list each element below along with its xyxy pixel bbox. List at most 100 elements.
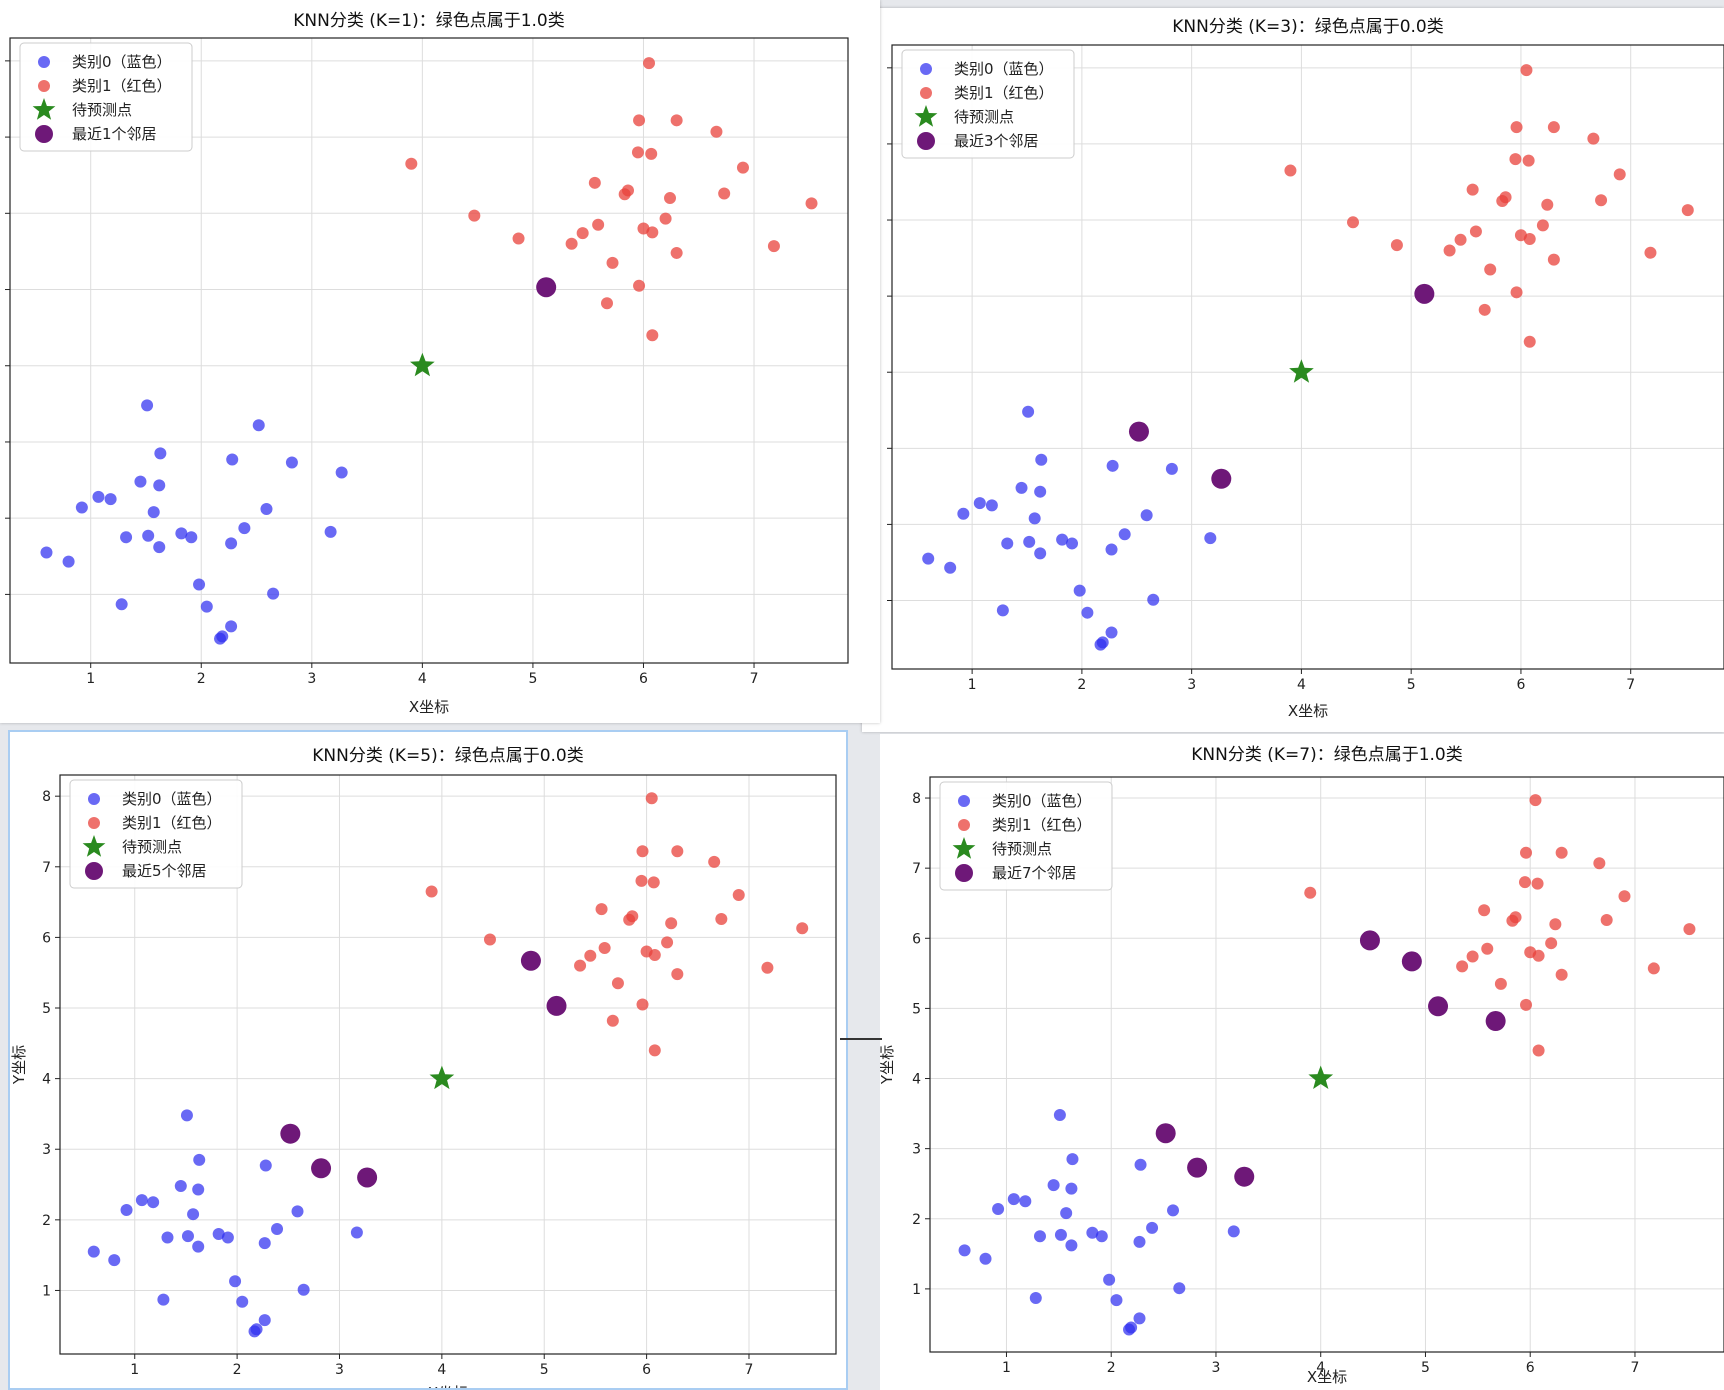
class1-point bbox=[1531, 877, 1544, 890]
neighbor-point bbox=[1128, 421, 1149, 442]
class0-point bbox=[134, 475, 147, 488]
class1-point bbox=[1456, 960, 1469, 973]
class0-point bbox=[1110, 1294, 1123, 1307]
neighbor-point bbox=[1155, 1123, 1176, 1144]
class0-point bbox=[922, 552, 935, 565]
class0-point bbox=[1103, 1273, 1116, 1286]
y-tick-label: 4 bbox=[42, 1072, 51, 1088]
x-tick-label: 6 bbox=[1516, 677, 1525, 693]
class0-point bbox=[271, 1223, 284, 1236]
y-tick-label: 5 bbox=[912, 1001, 921, 1017]
class0-point bbox=[200, 600, 213, 613]
legend-target-marker bbox=[82, 835, 106, 857]
class0-point bbox=[180, 1109, 193, 1122]
y-tick-label: 1 bbox=[42, 1283, 51, 1299]
x-tick-label: 6 bbox=[1526, 1360, 1535, 1376]
class1-point bbox=[574, 959, 587, 972]
class1-point bbox=[1509, 911, 1522, 924]
class0-point bbox=[1165, 462, 1178, 475]
class1-point bbox=[1541, 198, 1554, 211]
class0-point bbox=[192, 1183, 205, 1196]
class0-point bbox=[1146, 1221, 1159, 1234]
legend-box bbox=[901, 49, 1075, 159]
legend-target-label: 待预测点 bbox=[954, 108, 1014, 126]
class0-point bbox=[1227, 1225, 1240, 1238]
neighbor-point bbox=[1414, 283, 1435, 304]
class0-point bbox=[1133, 1312, 1146, 1325]
class1-point bbox=[576, 227, 589, 240]
y-tick-label: 4 bbox=[912, 1072, 921, 1088]
class1-point bbox=[736, 161, 749, 174]
class1-point bbox=[633, 114, 646, 127]
legend-neighbor-label: 最近1个邻居 bbox=[72, 125, 157, 143]
class1-point bbox=[1510, 286, 1523, 299]
class1-point bbox=[1600, 914, 1613, 927]
y-tick-label: 2 bbox=[912, 1212, 921, 1228]
x-tick-label: 5 bbox=[540, 1362, 549, 1378]
class0-point bbox=[1095, 1230, 1108, 1243]
class0-point bbox=[181, 1230, 194, 1243]
legend-class0-marker bbox=[38, 56, 50, 68]
class0-point bbox=[161, 1231, 174, 1244]
class1-point bbox=[1555, 968, 1568, 981]
class0-point bbox=[1035, 453, 1048, 466]
class0-point bbox=[153, 479, 166, 492]
plot-frame bbox=[929, 776, 1724, 1353]
class1-point bbox=[671, 968, 684, 981]
legend-neighbor-label: 最近5个邻居 bbox=[122, 862, 207, 880]
class0-point bbox=[1001, 537, 1014, 550]
class1-point bbox=[1443, 244, 1456, 257]
class1-point bbox=[805, 197, 818, 210]
legend-class0-marker bbox=[958, 795, 970, 807]
x-tick-label: 7 bbox=[1631, 1360, 1640, 1376]
neighbor-point bbox=[536, 277, 557, 298]
class1-point bbox=[732, 889, 745, 902]
class0-point bbox=[221, 1231, 234, 1244]
class0-point bbox=[225, 620, 238, 633]
knn-k5-window: 1 2 3 4 5 6 7 1 2 3 4 5 6 7 8 KNN分类 (K=5)：绿色点属于0.0类 X坐标 Y… bbox=[8, 730, 848, 1390]
class1-point bbox=[1499, 191, 1512, 204]
class0-point bbox=[992, 1202, 1005, 1215]
class0-point bbox=[92, 490, 105, 503]
class0-point bbox=[157, 1293, 170, 1306]
knn-k7-window: 1 2 3 4 5 6 7 1 2 3 4 5 6 7 8 KNN分类 (K=7)：绿色点属于1.0类 X坐标 Y… bbox=[880, 734, 1724, 1390]
class0-point bbox=[192, 1240, 205, 1253]
grid-lines bbox=[10, 38, 848, 663]
class1-point bbox=[1545, 937, 1558, 950]
chart-title: KNN分类 (K=5)：绿色点属于0.0类 bbox=[312, 746, 584, 766]
class0-point bbox=[1019, 1195, 1032, 1208]
class0-point bbox=[1015, 481, 1028, 494]
class0-point bbox=[1028, 512, 1041, 525]
class1-point bbox=[661, 936, 674, 949]
class0-point bbox=[996, 604, 1009, 617]
legend-target-marker bbox=[914, 105, 938, 127]
class0-point bbox=[291, 1205, 304, 1218]
class0-point bbox=[1022, 405, 1035, 418]
class0-point bbox=[193, 578, 206, 591]
class0-point bbox=[1173, 1282, 1186, 1295]
x-tick-label: 2 bbox=[233, 1362, 242, 1378]
class1-point bbox=[588, 176, 601, 189]
class1-point bbox=[1478, 904, 1491, 917]
class1-point bbox=[1536, 219, 1549, 232]
class1-point bbox=[405, 157, 418, 170]
class1-point bbox=[1532, 949, 1545, 962]
legend-class0-label: 类别0（蓝色） bbox=[72, 53, 172, 71]
data-points bbox=[87, 792, 809, 1338]
class0-point bbox=[335, 466, 348, 479]
legend-class0-label: 类别0（蓝色） bbox=[122, 790, 222, 808]
neighbor-point bbox=[1428, 996, 1449, 1017]
class0-point bbox=[1066, 537, 1079, 550]
y-tick-label: 8 bbox=[912, 791, 921, 807]
x-tick-label: 4 bbox=[437, 1362, 446, 1378]
class0-point bbox=[1140, 509, 1153, 522]
class0-point bbox=[252, 419, 265, 432]
class0-point bbox=[979, 1252, 992, 1265]
class1-point bbox=[1647, 962, 1660, 975]
legend-class1-marker bbox=[38, 80, 50, 92]
